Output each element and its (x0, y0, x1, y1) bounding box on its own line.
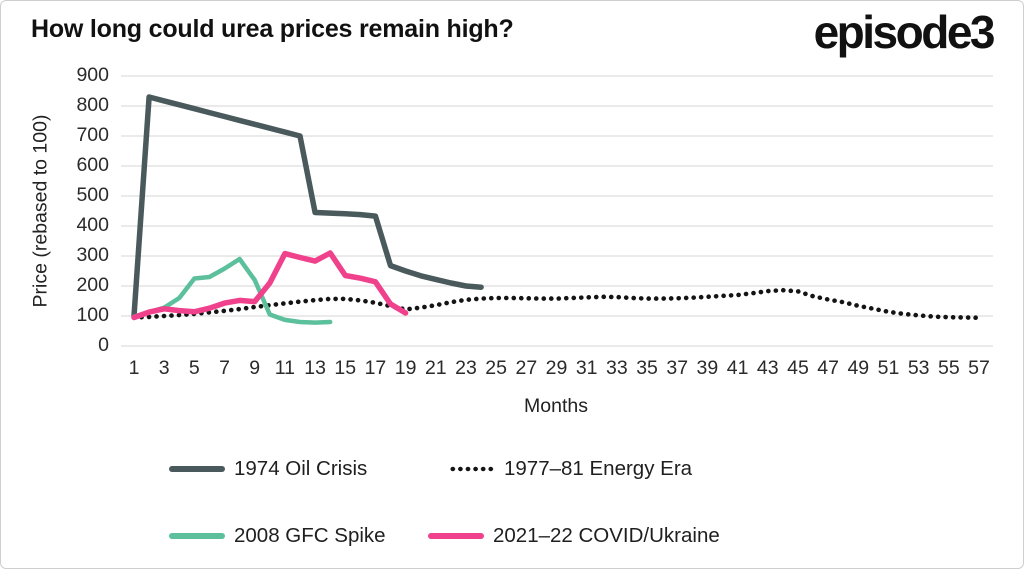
legend-swatch-solid-gray (169, 466, 225, 472)
legend-label: 2021–22 COVID/Ukraine (493, 524, 720, 547)
legend-swatch-solid-teal (169, 533, 225, 539)
legend-swatch-dotted-black (449, 466, 495, 472)
legend-item-2021-22-covid-ukraine: 2021–22 COVID/Ukraine (428, 521, 720, 551)
legend-label: 1974 Oil Crisis (234, 457, 368, 480)
legend-item-1977-81-energy-era: 1977–81 Energy Era (449, 454, 692, 484)
line-1974-oil-crisis (131, 94, 484, 319)
page-title: How long could urea prices remain high? (31, 15, 514, 43)
legend-item-1974-oil-crisis: 1974 Oil Crisis (169, 454, 367, 484)
line-2021-22-covid-ukraine (131, 250, 409, 321)
episode3-logo: episode3 (813, 6, 996, 58)
legend-label: 1977–81 Energy Era (504, 457, 693, 480)
legend-item-2008-gfc-spike: 2008 GFC Spike (169, 521, 386, 551)
line-1977-81-energy-era (131, 287, 982, 321)
legend-label: 2008 GFC Spike (234, 524, 386, 547)
line-2008-gfc-spike (131, 256, 333, 325)
legend-swatch-solid-pink (428, 533, 484, 539)
